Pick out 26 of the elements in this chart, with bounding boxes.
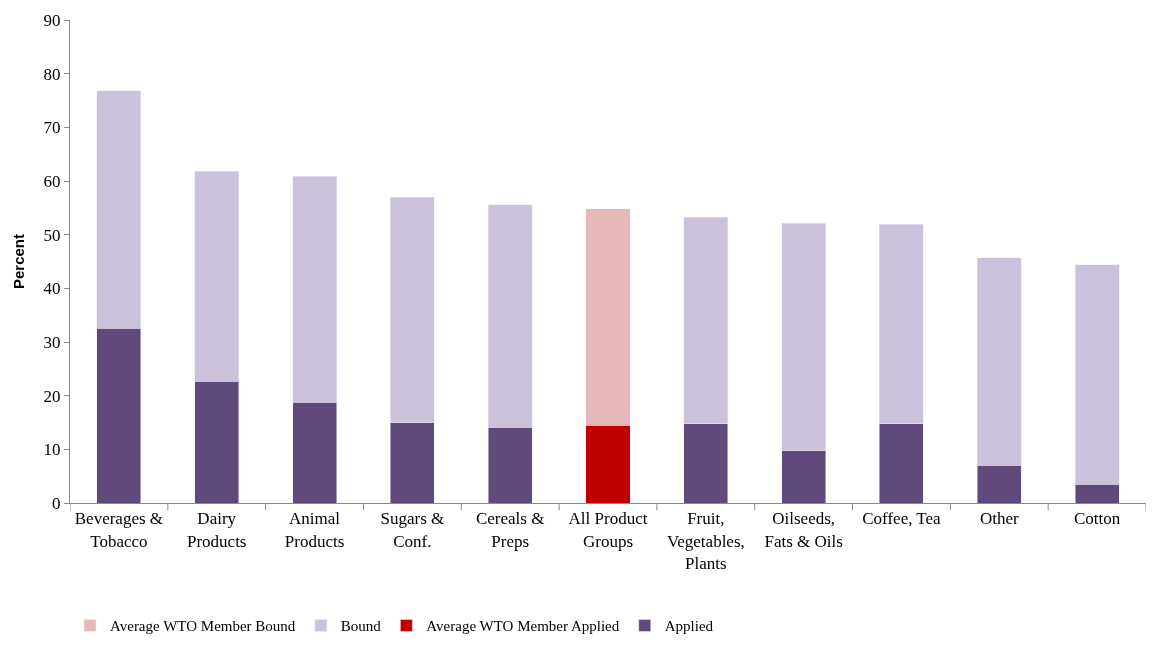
y-tick-label: 60 (43, 171, 61, 191)
x-tick-label: Coffee, Tea (862, 509, 942, 529)
x-tick-label: All Product Groups (568, 509, 648, 551)
legend-label: Average WTO Member Applied (426, 618, 620, 635)
y-tick-label: 40 (43, 279, 61, 299)
x-tick-label: Cereals & Preps (475, 509, 545, 551)
y-axis-title: Percent (9, 233, 27, 290)
y-tick-label: 80 (43, 64, 61, 84)
x-tick-label: Cotton (1073, 509, 1121, 529)
y-tick-label: 10 (43, 440, 61, 460)
x-tick-label: Animal Products (284, 509, 345, 551)
y-tick-label: 90 (43, 10, 61, 30)
legend-label: Bound (340, 618, 382, 635)
y-tick-label: 70 (43, 118, 61, 138)
x-tick-label: Dairy Products (186, 509, 247, 551)
x-tick-label: Other (979, 509, 1019, 529)
legend-label: Average WTO Member Bound (110, 618, 296, 635)
x-tick-label: Beverages & Tobacco (74, 509, 164, 551)
x-tick-label: Sugars & Conf. (380, 509, 445, 551)
y-tick-label: 30 (43, 332, 61, 352)
x-tick-label: Fruit, Vegetables, Plants (666, 509, 745, 573)
legend-label: Applied (664, 618, 714, 635)
y-tick-label: 0 (52, 493, 61, 513)
y-tick-label: 20 (43, 386, 61, 406)
x-tick-label: Oilseeds, Fats & Oils (764, 509, 843, 551)
y-tick-label: 50 (43, 225, 61, 245)
